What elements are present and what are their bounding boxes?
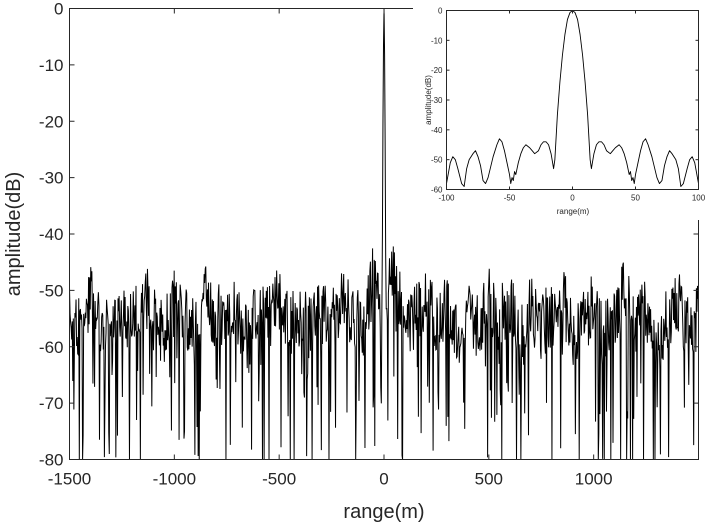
- main-x-tick-label: 500: [475, 470, 503, 489]
- inset-series-line: [446, 10, 699, 187]
- main-y-tick-label: -50: [39, 281, 64, 300]
- main-plot-frame: [69, 8, 699, 460]
- main-y-tick-label: -80: [39, 451, 64, 470]
- inset-x-tick-label: 0: [570, 194, 575, 203]
- main-y-tick-label: -60: [39, 338, 64, 357]
- main-y-tick-label: -70: [39, 394, 64, 413]
- main-y-tick-label: -30: [39, 169, 64, 188]
- main-x-tick-label: -500: [262, 470, 296, 489]
- main-x-tick-label: -1500: [48, 470, 91, 489]
- main-x-tick-label: -1000: [153, 470, 196, 489]
- inset-x-tick-label: 100: [692, 194, 706, 203]
- inset-x-tick-label: 50: [631, 194, 640, 203]
- main-y-tick-label: 0: [54, 0, 63, 19]
- inset-plot-frame: [446, 10, 699, 190]
- main-x-axis-label: range(m): [343, 501, 424, 523]
- inset-y-tick-label: -10: [431, 36, 443, 45]
- main-plot: -1500 -1000 -500 0 500 10000-10-20-30-40-50-6…: [3, 0, 699, 523]
- inset-y-tick-label: -40: [431, 126, 443, 135]
- inset-y-tick-label: 0: [438, 7, 443, 16]
- inset-y-tick-label: -50: [431, 156, 443, 165]
- inset-x-axis-label: range(m): [557, 207, 590, 216]
- inset-y-tick-label: -60: [431, 186, 443, 195]
- inset-y-tick-label: -20: [431, 66, 443, 75]
- main-x-tick-label: 0: [379, 470, 388, 489]
- inset-x-tick-label: -100: [438, 194, 455, 203]
- inset-plot: -100 -50 0 50 100 0 -10 -20 -30 -40 -50 -60 range(m…: [413, 0, 708, 220]
- main-x-tick-label: 1000: [575, 470, 613, 489]
- inset-y-tick-label: -30: [431, 96, 443, 105]
- main-y-tick-label: -10: [39, 56, 64, 75]
- inset-background: [413, 0, 708, 220]
- inset-y-axis-label: amplitude(dB): [424, 75, 433, 125]
- main-series-line: [69, 8, 699, 460]
- inset-x-tick-label: -50: [504, 194, 516, 203]
- main-y-tick-label: -20: [39, 112, 64, 131]
- main-y-axis-label: amplitude(dB): [3, 172, 25, 297]
- main-y-tick-label: -40: [39, 225, 64, 244]
